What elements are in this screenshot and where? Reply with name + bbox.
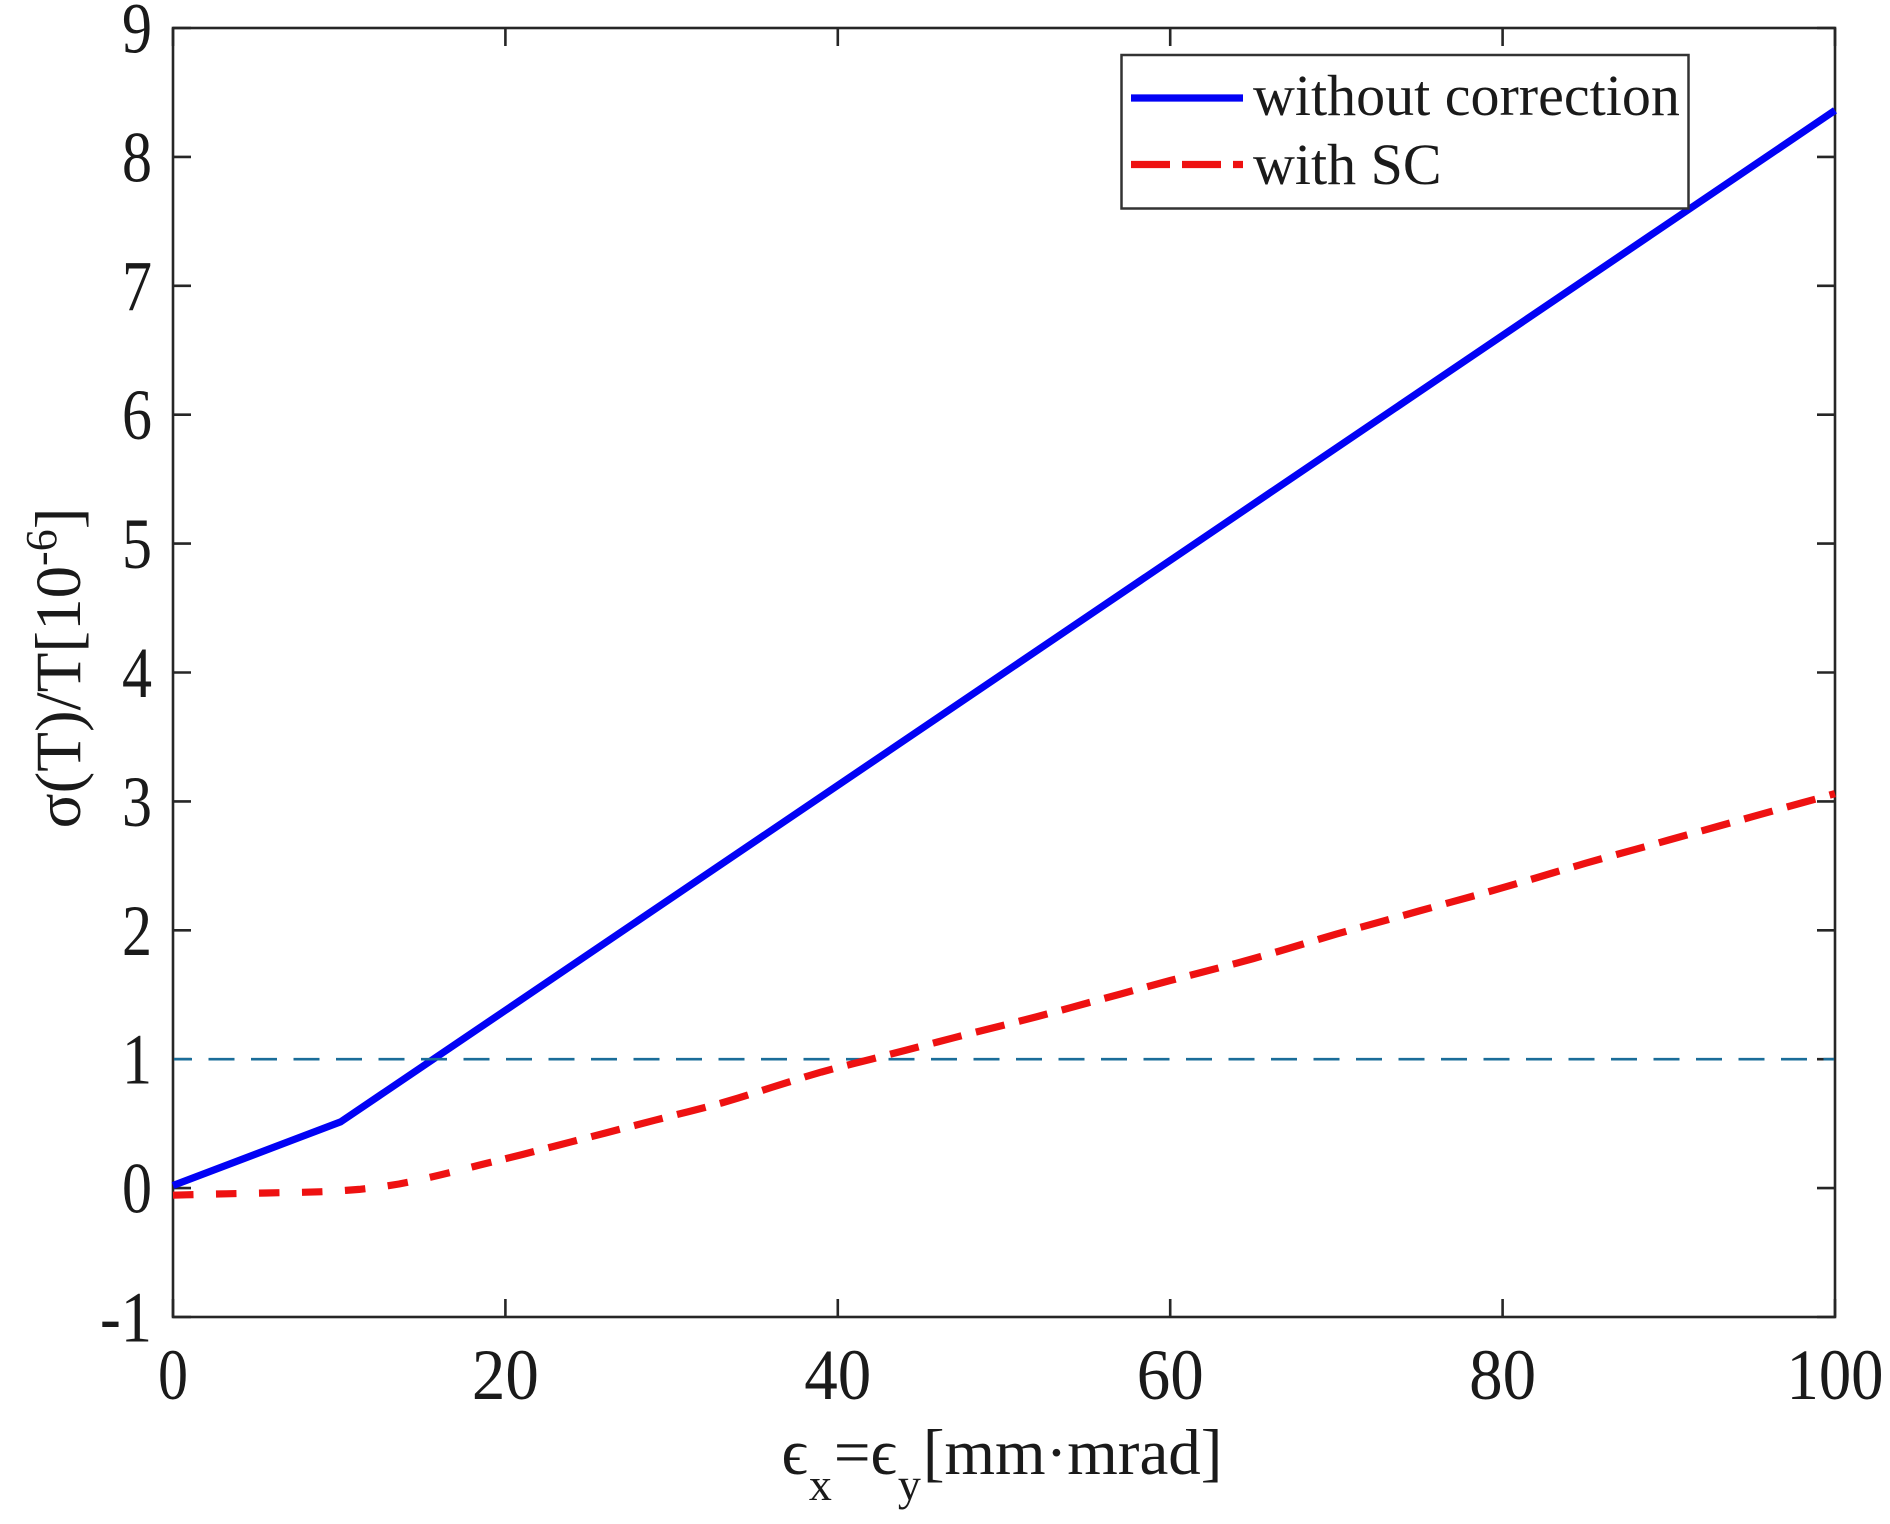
svg-text:7: 7 <box>122 247 152 326</box>
svg-text:40: 40 <box>804 1335 871 1415</box>
svg-text:80: 80 <box>1469 1335 1536 1415</box>
svg-text:6: 6 <box>122 376 152 455</box>
svg-text:without correction: without correction <box>1253 63 1680 128</box>
svg-text:3: 3 <box>122 763 152 842</box>
svg-text:9: 9 <box>122 0 152 69</box>
svg-text:2: 2 <box>122 892 152 971</box>
svg-text:60: 60 <box>1137 1335 1204 1415</box>
svg-text:1: 1 <box>122 1021 152 1100</box>
svg-text:5: 5 <box>122 505 152 584</box>
svg-text:with SC: with SC <box>1253 132 1442 197</box>
svg-text:-1: -1 <box>100 1279 152 1358</box>
svg-text:20: 20 <box>472 1335 539 1415</box>
svg-text:100: 100 <box>1787 1335 1884 1415</box>
svg-text:8: 8 <box>122 118 152 197</box>
svg-text:0: 0 <box>122 1150 152 1229</box>
svg-text:4: 4 <box>122 634 152 713</box>
svg-text:0: 0 <box>158 1335 188 1415</box>
